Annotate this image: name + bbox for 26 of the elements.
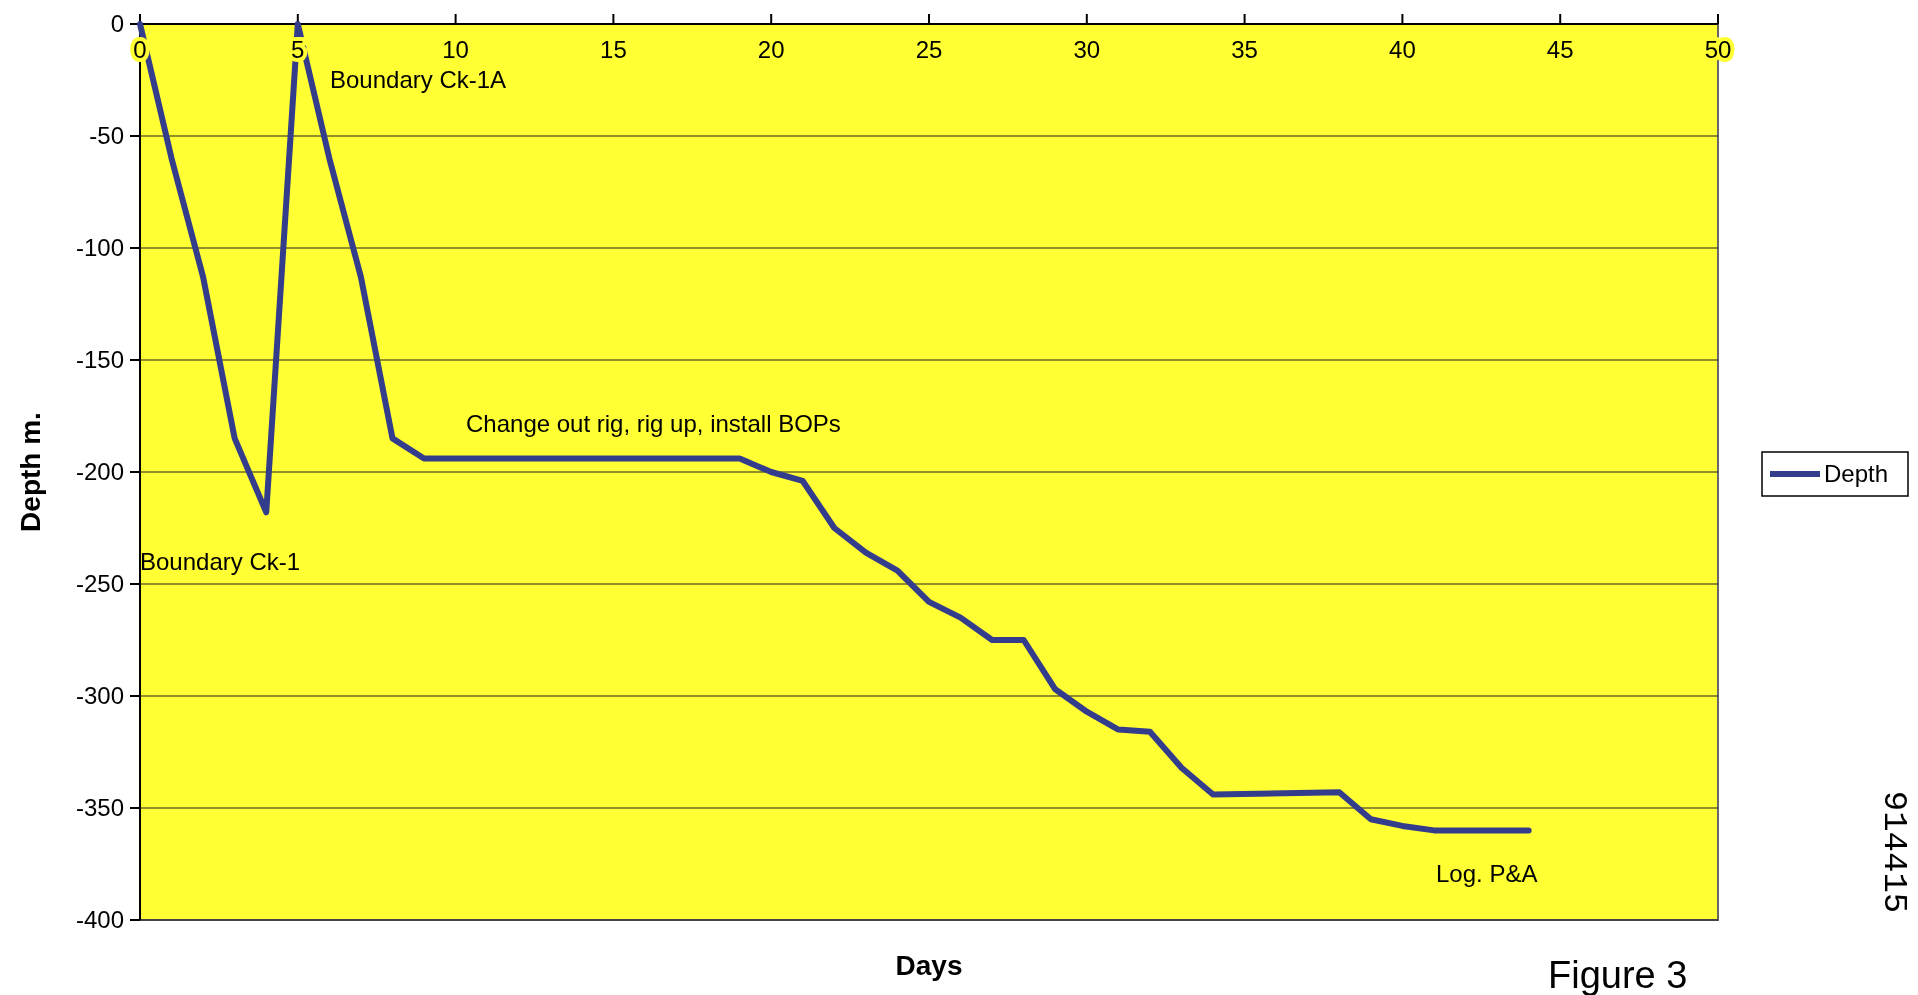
x-axis-title: Days xyxy=(895,950,963,981)
annotation: Change out rig, rig up, install BOPs xyxy=(466,410,841,437)
x-tick-label: 35 xyxy=(1231,36,1258,63)
x-tick-label: 20 xyxy=(757,36,785,63)
annotation: Log. P&A xyxy=(1436,860,1538,887)
y-tick-label: -350 xyxy=(75,794,124,822)
y-tick-label: -300 xyxy=(75,682,124,710)
legend-label: Depth xyxy=(1824,460,1889,488)
x-tick-label: 30 xyxy=(1073,36,1101,63)
x-tick-label: 10 xyxy=(442,36,469,63)
annotation: Boundary Ck-1 xyxy=(140,548,301,575)
x-tick-label: 25 xyxy=(915,36,943,63)
y-axis-title: Depth m. xyxy=(15,412,46,532)
x-tick-label: 45 xyxy=(1546,36,1574,63)
y-tick-label: -400 xyxy=(75,906,124,934)
text: 914415 xyxy=(1875,790,1913,914)
annotation: Boundary Ck-1A xyxy=(330,66,507,93)
x-tick-label: 40 xyxy=(1389,36,1416,63)
y-tick-label: 0 xyxy=(110,10,124,38)
y-tick-label: -200 xyxy=(75,458,124,486)
x-tick-label: 15 xyxy=(600,36,627,63)
y-tick-label: -150 xyxy=(75,346,124,374)
y-tick-label: -50 xyxy=(89,122,124,150)
y-tick-label: -250 xyxy=(75,570,124,598)
x-tick-label: 50 xyxy=(1704,36,1732,63)
y-tick-label: -100 xyxy=(75,234,124,262)
